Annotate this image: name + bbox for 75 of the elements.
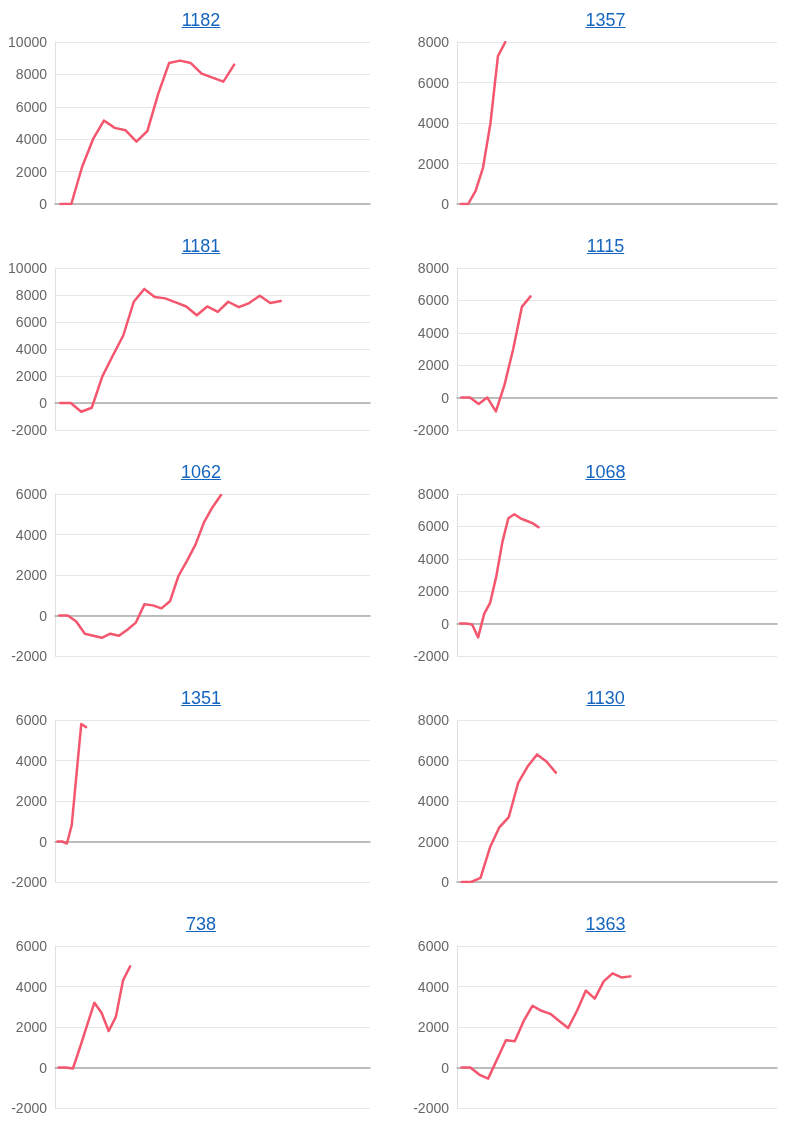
y-tick-label: -2000 bbox=[11, 1100, 48, 1116]
y-tick-label: 0 bbox=[39, 1059, 48, 1076]
y-tick-label: 8000 bbox=[417, 260, 450, 276]
y-tick-label: -2000 bbox=[413, 648, 450, 664]
y-tick-label: 0 bbox=[441, 196, 450, 212]
y-tick-label: -2000 bbox=[11, 874, 48, 890]
y-tick-label: 4000 bbox=[417, 978, 450, 995]
y-tick-label: 6000 bbox=[15, 938, 48, 954]
y-tick-label: 6000 bbox=[417, 518, 450, 535]
y-tick-label: 0 bbox=[441, 615, 450, 632]
y-tick-label: 6000 bbox=[417, 74, 450, 91]
y-tick-label: -2000 bbox=[413, 422, 450, 438]
y-tick-label: 4000 bbox=[417, 550, 450, 567]
y-tick-label: 2000 bbox=[15, 1019, 48, 1035]
y-tick-label: 6000 bbox=[417, 292, 450, 309]
chart-title: 1181 bbox=[181, 236, 221, 256]
y-tick-label: 8000 bbox=[417, 486, 450, 502]
line-series bbox=[59, 59, 236, 206]
y-tick-label: 8000 bbox=[417, 712, 450, 728]
y-tick-label: 6000 bbox=[15, 98, 48, 115]
y-tick-label: 0 bbox=[39, 833, 48, 850]
chart-title: 1062 bbox=[180, 462, 222, 482]
y-tick-label: 4000 bbox=[417, 324, 450, 341]
y-tick-label: 0 bbox=[39, 196, 48, 212]
y-tick-label: 0 bbox=[39, 395, 48, 411]
y-tick-label: 10000 bbox=[8, 34, 48, 50]
y-tick-label: -2000 bbox=[11, 648, 48, 664]
line-series bbox=[56, 722, 88, 845]
y-tick-label: 6000 bbox=[15, 314, 48, 330]
line-series bbox=[460, 753, 558, 884]
chart-title: 738 bbox=[185, 914, 217, 934]
y-tick-label: 6000 bbox=[417, 938, 450, 954]
y-tick-label: 0 bbox=[441, 874, 450, 890]
y-tick-label: 2000 bbox=[417, 357, 450, 374]
chart-title: 1363 bbox=[585, 914, 626, 934]
y-tick-label: 8000 bbox=[15, 66, 48, 83]
y-tick-label: 2000 bbox=[417, 155, 450, 172]
y-tick-label: 2000 bbox=[417, 583, 450, 600]
line-series bbox=[59, 287, 282, 414]
line-series bbox=[459, 40, 507, 206]
chart-title: 1351 bbox=[180, 688, 222, 708]
chart-title: 1068 bbox=[585, 462, 626, 482]
chart-title: 1182 bbox=[181, 10, 221, 30]
y-tick-label: 2000 bbox=[417, 833, 450, 850]
y-tick-label: -2000 bbox=[11, 422, 48, 438]
y-tick-label: 6000 bbox=[417, 752, 450, 769]
y-tick-label: 4000 bbox=[15, 978, 48, 995]
chart-title: 1357 bbox=[585, 10, 626, 30]
y-tick-label: 2000 bbox=[15, 793, 48, 809]
y-tick-label: 4000 bbox=[15, 131, 48, 148]
y-tick-label: 6000 bbox=[15, 486, 48, 502]
y-tick-label: 4000 bbox=[15, 341, 48, 357]
line-series bbox=[458, 513, 540, 639]
y-tick-label: 4000 bbox=[15, 526, 48, 543]
y-tick-label: 0 bbox=[441, 1059, 450, 1076]
chart-title: 1130 bbox=[586, 688, 625, 708]
y-tick-label: 4000 bbox=[15, 752, 48, 769]
y-tick-label: 8000 bbox=[417, 34, 450, 50]
y-tick-label: 0 bbox=[39, 607, 48, 624]
y-tick-label: -2000 bbox=[413, 1100, 450, 1116]
y-tick-label: 0 bbox=[441, 389, 450, 406]
y-tick-label: 10000 bbox=[8, 260, 48, 276]
y-tick-label: 2000 bbox=[417, 1019, 450, 1035]
chart-title: 1115 bbox=[586, 236, 625, 256]
line-series bbox=[460, 972, 632, 1080]
line-series bbox=[57, 965, 132, 1070]
y-tick-label: 4000 bbox=[417, 793, 450, 809]
y-tick-label: 4000 bbox=[417, 115, 450, 131]
y-tick-label: 2000 bbox=[15, 567, 48, 583]
y-tick-label: 8000 bbox=[15, 287, 48, 303]
y-tick-label: 6000 bbox=[15, 712, 48, 728]
y-tick-label: 2000 bbox=[15, 163, 48, 180]
line-series bbox=[58, 493, 223, 640]
line-series bbox=[460, 295, 532, 413]
y-tick-label: 2000 bbox=[15, 368, 48, 384]
